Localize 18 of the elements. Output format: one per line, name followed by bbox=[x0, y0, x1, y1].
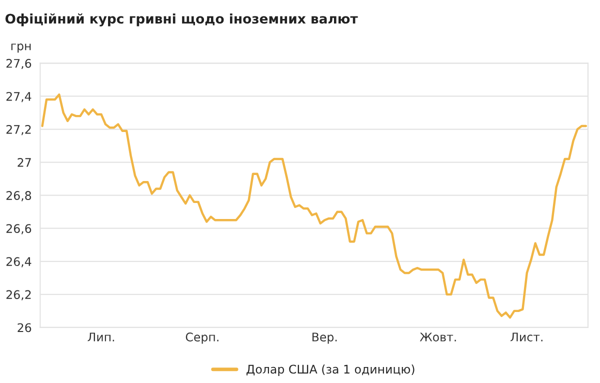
y-tick-label: 26,2 bbox=[6, 290, 31, 300]
x-tick-label: Лист. bbox=[510, 332, 542, 342]
y-tick-label: 26,8 bbox=[6, 191, 32, 202]
x-tick-label: Жовт. bbox=[420, 332, 456, 342]
y-tick-label: 27,6 bbox=[6, 58, 32, 70]
line-series bbox=[41, 93, 588, 319]
y-tick-label: 27,4 bbox=[6, 92, 32, 102]
x-tick-label: Серп. bbox=[186, 332, 218, 344]
y-tick-label: 26,6 bbox=[6, 224, 32, 234]
y-tick-label: 26 bbox=[18, 323, 32, 332]
legend-label: Долар США (за 1 одиницю) bbox=[246, 364, 414, 376]
y-tick-label: 27,2 bbox=[6, 124, 31, 136]
x-tick-label: Лип. bbox=[88, 332, 114, 342]
y-tick-label: 27 bbox=[18, 158, 31, 167]
y-tick-label: 26,4 bbox=[6, 257, 32, 268]
y-axis-title: грн bbox=[11, 44, 31, 53]
chart-title: Офіційний курс гривні щодо іноземних валют bbox=[5, 13, 358, 26]
x-tick-label: Вер. bbox=[312, 332, 337, 344]
